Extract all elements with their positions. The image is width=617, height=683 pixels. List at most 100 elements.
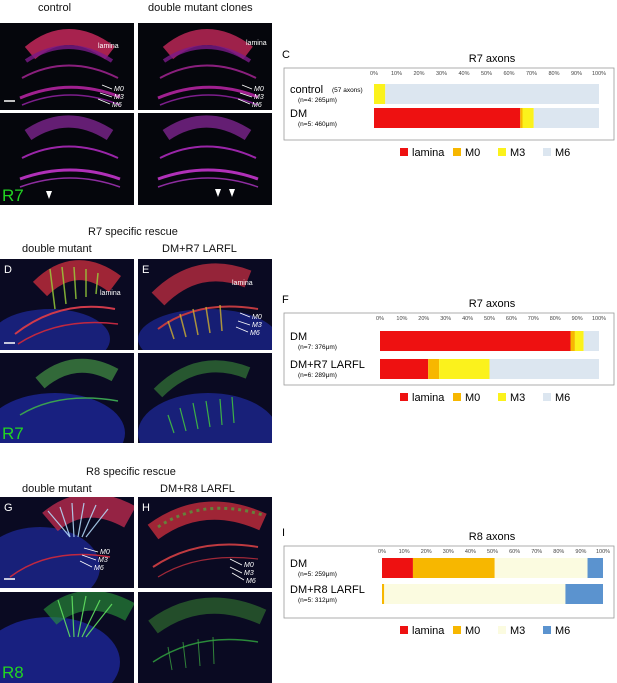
chart-i: I R8 axons 0% 10% 20% 30% 40% 50% 60% 70% 80% 90%… — [282, 527, 615, 637]
panel-h-letter: H — [142, 502, 150, 514]
panel-d-letter: D — [4, 264, 12, 276]
panel-b-top-image: lamina M0 M3 M6 — [138, 23, 272, 110]
legend-label: M0 — [465, 147, 480, 159]
tick-label: 100% — [592, 316, 606, 322]
legend-swatch — [453, 626, 461, 634]
bar-segment-m6 — [587, 558, 603, 578]
chart-f-legend: lamina M0 M3 M6 — [400, 392, 570, 404]
legend-swatch — [543, 626, 551, 634]
tick-label: 30% — [443, 549, 454, 555]
panel-h-header: DM+R8 LARFL — [160, 483, 235, 495]
legend-label: M6 — [555, 392, 570, 404]
row-label: DM — [290, 331, 307, 343]
panel-e-top-image: lamina M0 M3 M6 — [138, 259, 272, 350]
legend-swatch — [543, 148, 551, 156]
chart-i-bars — [382, 558, 603, 604]
panel-g-m3-label: M3 — [98, 557, 108, 564]
row-label: DM+R7 LARFL — [290, 359, 365, 371]
tick-label: 90% — [572, 316, 583, 322]
panel-e-letter: E — [142, 264, 150, 276]
panel-g-m0-label: M0 — [100, 549, 110, 556]
panel-h-top-image: M0 M3 M6 — [138, 497, 272, 588]
panel-d-top-image: lamina — [0, 259, 134, 350]
bar-segment-m0 — [570, 331, 575, 351]
tick-label: 20% — [413, 71, 424, 77]
tick-label: 0% — [378, 549, 386, 555]
row-label: DM — [290, 108, 307, 120]
panel-d-lamina-label: lamina — [100, 290, 121, 297]
bar-segment-m3 — [522, 108, 534, 128]
legend-label: M6 — [555, 147, 570, 159]
panel-h-m0-label: M0 — [244, 562, 254, 569]
bar-segment-lamina — [374, 108, 521, 128]
panel-e-m6-label: M6 — [250, 330, 260, 337]
tick-label: 90% — [575, 549, 586, 555]
legend-label: M0 — [465, 625, 480, 637]
row-sublabel: (n=6: 289μm) — [298, 372, 337, 379]
tick-label: 80% — [553, 549, 564, 555]
tick-label: 50% — [484, 316, 495, 322]
tick-label: 30% — [436, 71, 447, 77]
bar-segment-m3 — [574, 331, 584, 351]
chart-f-rowlabels: DM(n=7: 376μm) DM+R7 LARFL(n=6: 289μm) — [290, 331, 365, 379]
tick-label: 0% — [376, 316, 384, 322]
row-sublabel: (n=5: 460μm) — [298, 121, 337, 128]
tick-label: 40% — [465, 549, 476, 555]
arrowhead-icon — [215, 189, 221, 197]
legend-swatch — [498, 393, 506, 401]
bar-segment-m6 — [385, 84, 599, 104]
r8-rescue-section-title: R8 specific rescue — [86, 466, 176, 478]
tick-label: 80% — [548, 71, 559, 77]
panel-e-header: DM+R7 LARFL — [162, 243, 237, 255]
chart-c-letter: C — [282, 49, 290, 61]
chart-f: F R7 axons 0% 10% 20% 30% 40% 50% 60% 70% 80% 90%… — [282, 294, 615, 404]
panel-a-m6-label: M6 — [112, 102, 122, 109]
chart-c-frame — [283, 67, 615, 141]
row-sublabel: (n=5: 312μm) — [298, 597, 337, 604]
tick-label: 100% — [596, 549, 610, 555]
legend-swatch — [498, 148, 506, 156]
tick-label: 20% — [418, 316, 429, 322]
chart-c-ticks: 0% 10% 20% 30% 40% 50% 60% 70% 80% 90% 100% — [370, 71, 606, 77]
arrowhead-icon — [46, 191, 52, 199]
chart-i-ticks: 0% 10% 20% 30% 40% 50% 60% 70% 80% 90% 100% — [378, 549, 610, 555]
panel-g-bottom-image: R8 — [0, 592, 134, 683]
chart-i-title: R8 axons — [469, 531, 516, 543]
bar-segment-lamina — [380, 331, 571, 351]
legend-label: M3 — [510, 625, 525, 637]
tick-label: 0% — [370, 71, 378, 77]
chart-c-legend: lamina M0 M3 M6 — [400, 147, 570, 159]
panel-g-header: double mutant — [22, 483, 92, 495]
chart-c: C R7 axons 0% 10% 20% 30% 40% 50% 60% 70% 80% 90%… — [282, 49, 615, 159]
tick-label: 70% — [531, 549, 542, 555]
legend-label: lamina — [412, 392, 445, 404]
row-sublabel: (n=4: 265μm) — [298, 97, 337, 104]
legend-swatch — [543, 393, 551, 401]
panel-e-lamina-label: lamina — [232, 280, 253, 287]
tick-label: 60% — [503, 71, 514, 77]
tick-label: 30% — [440, 316, 451, 322]
panel-b-m6-label: M6 — [252, 102, 262, 109]
tick-label: 100% — [592, 71, 606, 77]
row-label: control — [290, 84, 323, 96]
legend-label: M3 — [510, 392, 525, 404]
row-sublabel: (n=7: 376μm) — [298, 344, 337, 351]
tick-label: 90% — [571, 71, 582, 77]
row-note: (57 axons) — [332, 87, 363, 94]
bar-segment-m6 — [565, 584, 603, 604]
panel-b-lamina-label: lamina — [246, 40, 267, 47]
chart-i-frame — [283, 545, 615, 619]
row-label: DM+R8 LARFL — [290, 584, 365, 596]
legend-swatch — [400, 626, 408, 634]
legend-swatch — [400, 393, 408, 401]
chart-c-title: R7 axons — [469, 53, 516, 65]
panel-b-m3-label: M3 — [254, 94, 264, 101]
legend-label: lamina — [412, 625, 445, 637]
legend-swatch — [498, 626, 506, 634]
bar-segment-m3 — [374, 84, 386, 104]
arrowhead-icon — [229, 189, 235, 197]
bar-segment-m3 — [494, 558, 588, 578]
bar-segment-m3 — [439, 359, 490, 379]
panel-b-m0-label: M0 — [254, 86, 264, 93]
legend-label: M6 — [555, 625, 570, 637]
